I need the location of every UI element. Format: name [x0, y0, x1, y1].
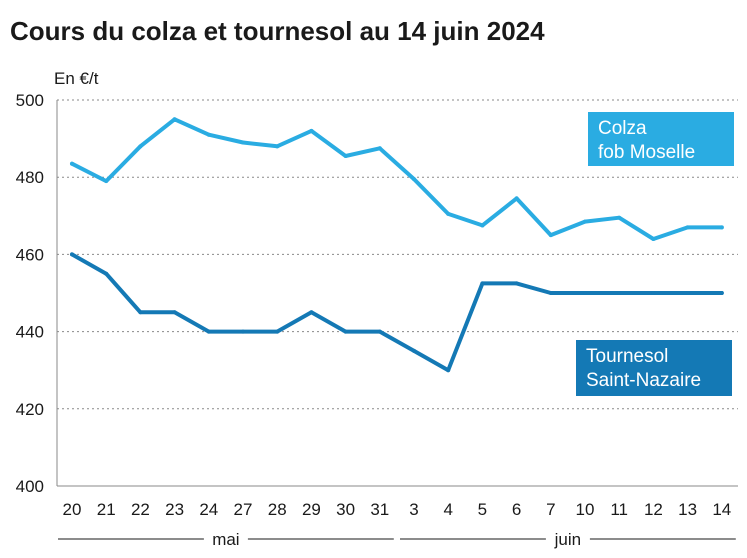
series-label-text: Colza: [598, 118, 647, 139]
data-point: [480, 281, 485, 286]
x-tick-label: 21: [97, 500, 116, 519]
data-point: [206, 132, 211, 137]
y-tick-label: 420: [16, 400, 44, 419]
x-tick-label: 6: [512, 500, 521, 519]
data-point: [548, 291, 553, 295]
grid-lines: [57, 99, 738, 487]
y-axis-unit: En €/t: [54, 69, 99, 88]
x-tick-label: 27: [234, 500, 253, 519]
x-tick-label: 20: [63, 500, 82, 519]
data-point: [343, 329, 348, 334]
data-point: [651, 236, 656, 241]
data-point: [446, 368, 451, 373]
x-tick-label: 23: [165, 500, 184, 519]
series-line: [70, 117, 724, 241]
data-point: [412, 177, 416, 182]
data-point: [138, 144, 143, 149]
data-point: [719, 291, 724, 295]
x-tick-label: 29: [302, 500, 321, 519]
data-point: [343, 153, 348, 158]
data-point: [275, 144, 280, 149]
x-tick-label: 11: [610, 500, 628, 519]
data-point: [514, 281, 519, 286]
x-tick-label: 4: [443, 500, 452, 519]
data-point: [206, 329, 211, 334]
data-point: [480, 223, 485, 228]
y-tick-label: 440: [16, 323, 44, 342]
series-labels: Colza fob Moselle Tournesol Saint-Nazaire: [576, 112, 734, 396]
x-tick-label: 10: [576, 500, 595, 519]
data-point: [309, 128, 314, 133]
data-point: [138, 310, 143, 315]
series-label-text: Saint-Nazaire: [586, 370, 701, 391]
data-point: [104, 271, 109, 276]
x-tick-label: 14: [712, 500, 731, 519]
data-point: [617, 215, 622, 220]
x-tick-label: 22: [131, 500, 150, 519]
y-tick-label: 400: [16, 477, 44, 496]
data-point: [70, 161, 74, 166]
month-label: juin: [554, 530, 581, 549]
data-point: [583, 291, 587, 295]
chart-title: Cours du colza et tournesol au 14 juin 2…: [10, 16, 545, 46]
series-label-text: fob Moselle: [598, 142, 695, 163]
data-point: [309, 310, 314, 315]
data-point: [685, 225, 690, 230]
x-tick-label: 28: [268, 500, 287, 519]
data-point: [172, 117, 177, 122]
y-tick-label: 460: [16, 245, 44, 264]
data-point: [377, 329, 382, 334]
data-point: [514, 196, 519, 201]
data-point: [548, 233, 553, 238]
month-label: mai: [212, 530, 239, 549]
data-point: [70, 252, 74, 257]
x-tick-label: 31: [370, 500, 389, 519]
x-tick-label: 30: [336, 500, 355, 519]
x-tick-labels: 20 21 22 23 24 27 28 29 30 31 3 4 5 6 7 10 11 12 13 14: [63, 500, 732, 519]
data-point: [412, 348, 416, 353]
x-tick-label: 24: [199, 500, 218, 519]
data-point: [241, 140, 245, 145]
series-line: [70, 252, 724, 373]
data-point: [583, 219, 587, 224]
data-point: [719, 225, 724, 230]
series-label-text: Tournesol: [586, 346, 668, 367]
x-tick-label: 5: [478, 500, 487, 519]
y-tick-label: 480: [16, 168, 44, 187]
data-point: [172, 310, 177, 315]
x-tick-label: 7: [546, 500, 555, 519]
x-tick-label: 12: [644, 500, 663, 519]
data-point: [275, 329, 280, 334]
data-point: [446, 211, 451, 216]
series-label-box: [576, 340, 732, 396]
y-tick-label: 500: [16, 91, 44, 110]
month-group-labels: mai juin: [58, 530, 736, 549]
data-point: [241, 329, 245, 334]
data-point: [104, 179, 109, 184]
x-tick-label: 3: [409, 500, 418, 519]
data-point: [685, 291, 690, 295]
series-label-box: [588, 112, 734, 166]
data-point: [617, 291, 622, 295]
x-tick-label: 13: [678, 500, 697, 519]
y-tick-labels: 400 420 440 460 480 500: [16, 91, 44, 496]
data-point: [651, 291, 656, 295]
data-point: [377, 146, 382, 151]
series-lines: [70, 117, 724, 373]
